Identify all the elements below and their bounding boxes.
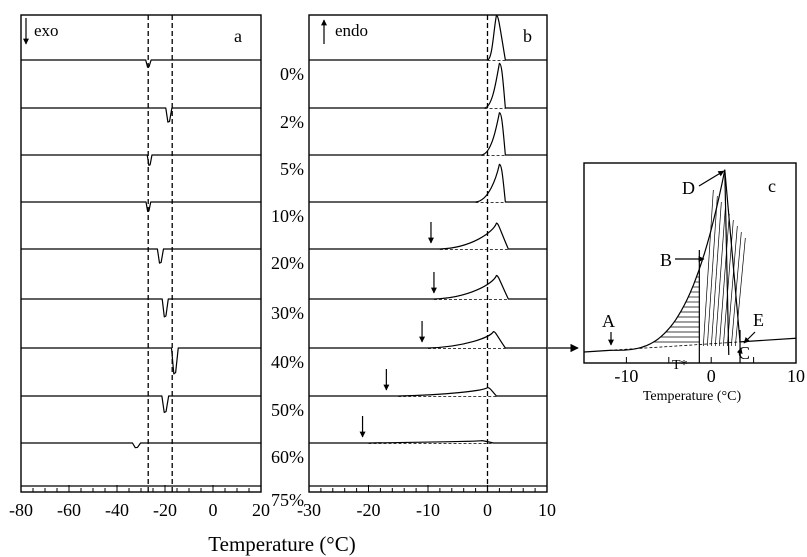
panel-a-trace-20pct xyxy=(21,248,261,264)
panel-b-tick-label: -30 xyxy=(297,500,321,520)
panel-c-frame xyxy=(583,162,797,364)
panel-c-annotation: C xyxy=(738,343,750,363)
panel-b-trace-0pct xyxy=(309,14,547,61)
panel-b-trace-40pct xyxy=(309,330,547,349)
panel-a-trace-10pct xyxy=(21,201,261,212)
panel-b-trace-20pct xyxy=(309,222,547,250)
panel-b-tick-label: -10 xyxy=(416,500,440,520)
point-c-arrow-icon xyxy=(736,347,743,354)
point-d-arrow-icon xyxy=(698,170,725,187)
panel-b-tick-label: -20 xyxy=(357,500,381,520)
panel-c-annotation: A xyxy=(602,311,615,331)
panel-b-trace-60pct xyxy=(309,440,547,444)
panel-c-baseline xyxy=(609,341,741,351)
concentration-label: 0% xyxy=(280,64,304,84)
panel-c-hatch xyxy=(730,231,742,347)
concentration-label: 5% xyxy=(280,159,304,179)
panel-a-tick-label: -60 xyxy=(57,500,81,520)
panel-c-hatch xyxy=(714,207,726,347)
panel-c-tick-label: 0 xyxy=(707,366,716,386)
panel-a-tick-label: -20 xyxy=(153,500,177,520)
concentration-label: 75% xyxy=(271,490,304,510)
panel-c: c -10 0 10 A B D EC T* Temperature (°C) xyxy=(583,162,805,404)
panel-b-tick-label: 0 xyxy=(483,500,492,520)
panel-b-tick-label: 10 xyxy=(538,500,556,520)
panel-b-label: b xyxy=(523,26,532,46)
panel-a-direction-label: exo xyxy=(34,21,59,40)
panel-a-tick-label: -40 xyxy=(105,500,129,520)
panel-c-tick-label: -10 xyxy=(614,366,638,386)
concentration-label: 20% xyxy=(271,253,304,273)
panel-b-direction-label: endo xyxy=(335,21,368,40)
panel-a-trace-60pct xyxy=(21,442,261,449)
panel-b-trace-2pct xyxy=(309,62,547,109)
panel-c-trace xyxy=(583,169,797,353)
panel-c-tick-label: 10 xyxy=(787,366,805,386)
panel-a-trace-40pct xyxy=(21,347,261,375)
panel-c-hatch xyxy=(710,201,722,347)
panel-c-hatch xyxy=(726,225,738,347)
concentration-label: 60% xyxy=(271,447,304,467)
panel-a-frame xyxy=(20,14,262,493)
panel-c-hatch xyxy=(734,237,746,347)
panel-b-trace-10pct xyxy=(309,163,547,203)
panel-c-annotation: T* xyxy=(672,358,688,373)
panel-a-trace-5pct xyxy=(21,154,261,166)
panel-a-trace-0pct xyxy=(21,59,261,68)
panel-b-trace-30pct xyxy=(309,274,547,300)
panel-c-annotation: D xyxy=(682,178,695,198)
panel-b-trace-50pct xyxy=(309,386,547,397)
concentration-labels: 0% 2% 5% 10% 20% 30% 40% 50% 60% 75% xyxy=(271,64,304,510)
concentration-label: 30% xyxy=(271,303,304,323)
panel-a-trace-2pct xyxy=(21,107,261,123)
panel-c-peak-line xyxy=(724,169,730,356)
panel-a-tick-label: -80 xyxy=(9,500,33,520)
panel-a-trace-30pct xyxy=(21,298,261,318)
panel-b: endo b -30 -20 -10 0 10 xyxy=(297,14,556,520)
panel-c-hatch xyxy=(706,195,718,347)
shared-x-axis-label: Temperature (°C) xyxy=(208,532,355,556)
panel-b-frame xyxy=(308,14,548,493)
concentration-label: 10% xyxy=(271,206,304,226)
concentration-label: 2% xyxy=(280,112,304,132)
panel-c-annotation: B xyxy=(660,250,672,270)
panel-c-hatch xyxy=(702,189,714,347)
panel-a-tick-label: 0 xyxy=(209,500,218,520)
panel-c-label: c xyxy=(768,176,776,196)
panel-a-label: a xyxy=(234,26,242,46)
panel-b-trace-5pct xyxy=(309,112,547,156)
concentration-label: 40% xyxy=(271,352,304,372)
panel-c-hatch xyxy=(718,213,730,347)
point-e-arrow-icon xyxy=(743,331,756,344)
panel-a-tick-label: 20 xyxy=(252,500,270,520)
panel-a-trace-50pct xyxy=(21,395,261,414)
panel-c-annotation: E xyxy=(753,310,764,330)
panel-c-x-axis-label: Temperature (°C) xyxy=(643,389,742,404)
concentration-label: 50% xyxy=(271,400,304,420)
panel-a: exo a -80 -60 -40 -20 0 20 xyxy=(9,14,270,520)
